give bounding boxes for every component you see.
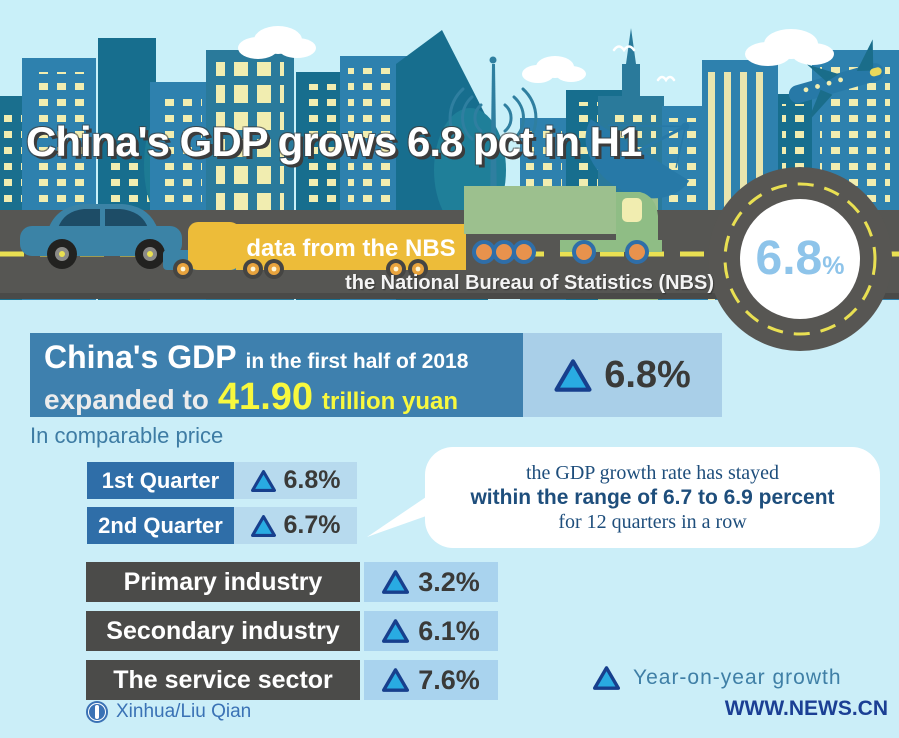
growth-triangle-icon xyxy=(554,358,592,392)
growth-triangle-icon xyxy=(250,469,276,492)
car-illustration xyxy=(20,204,182,269)
industry-secondary-value: 6.1% xyxy=(364,611,498,651)
growth-triangle-icon xyxy=(382,668,410,692)
nbs-caption: the National Bureau of Statistics (NBS) xyxy=(345,272,714,294)
gdp-headline-qualifier: in the first half of 2018 xyxy=(245,350,469,373)
growth-triangle-icon xyxy=(593,666,620,690)
growth-ring-badge xyxy=(708,167,892,351)
industry-service-growth: 7.6% xyxy=(418,664,480,695)
quarter-1-growth: 6.8% xyxy=(283,466,341,494)
h1-growth-value: 6.8% xyxy=(604,353,691,396)
growth-badge-value: 6.8% xyxy=(735,231,865,291)
gdp-headline-verb: expanded to xyxy=(44,384,209,415)
growth-triangle-icon xyxy=(250,514,276,537)
gdp-amount-unit: trillion yuan xyxy=(322,388,459,415)
antenna-icon xyxy=(448,56,538,210)
delivery-truck xyxy=(163,222,466,279)
badge-number: 6.8 xyxy=(755,232,823,285)
quarter-2-label: 2nd Quarter xyxy=(87,507,234,544)
gdp-range-callout: the GDP growth rate has stayed within th… xyxy=(367,447,880,548)
callout-tail xyxy=(367,495,429,537)
industry-secondary-label: Secondary industry xyxy=(86,611,360,651)
quarter-1-value: 6.8% xyxy=(234,462,357,499)
credit-text: Xinhua/Liu Qian xyxy=(116,701,252,722)
page-title: China's GDP grows 6.8 pct in H1 xyxy=(26,118,642,165)
comparable-price-note: In comparable price xyxy=(30,423,224,448)
city-illustration xyxy=(0,0,899,351)
quarter-1-label: 1st Quarter xyxy=(87,462,234,499)
h1-growth-panel: 6.8% xyxy=(523,333,722,417)
clouds xyxy=(238,26,834,83)
xinhua-logo-icon xyxy=(86,701,108,723)
credit: Xinhua/Liu Qian xyxy=(86,701,251,723)
gdp-amount: 41.90 xyxy=(217,376,314,418)
site-url: WWW.NEWS.CN xyxy=(724,697,888,720)
industry-primary-label: Primary industry xyxy=(86,562,360,602)
legend: Year-on-year growth xyxy=(593,666,842,690)
industry-service-value: 7.6% xyxy=(364,660,498,700)
birds-icon xyxy=(612,45,676,83)
industry-primary-value: 3.2% xyxy=(364,562,498,602)
quarter-2-growth: 6.7% xyxy=(283,511,341,539)
gdp-headline-lead: China's GDP xyxy=(44,339,237,375)
airplane-icon xyxy=(788,39,884,123)
quarter-2-value: 6.7% xyxy=(234,507,357,544)
callout-line2: within the range of 6.7 to 6.9 percent xyxy=(470,485,835,509)
callout-line3: for 12 quarters in a row xyxy=(558,510,747,533)
growth-triangle-icon xyxy=(382,619,410,643)
industry-service-label: The service sector xyxy=(86,660,360,700)
gdp-headline-box: China's GDP in the first half of 2018 ex… xyxy=(30,333,523,418)
growth-triangle-icon xyxy=(382,570,410,594)
nbs-banner-label: data from the NBS xyxy=(246,235,456,262)
industry-secondary-growth: 6.1% xyxy=(418,615,480,646)
industry-primary-growth: 3.2% xyxy=(418,566,480,597)
callout-line1: the GDP growth rate has stayed xyxy=(525,461,780,484)
badge-percent-sign: % xyxy=(822,252,845,280)
container-truck xyxy=(464,186,662,264)
legend-label: Year-on-year growth xyxy=(633,666,842,689)
